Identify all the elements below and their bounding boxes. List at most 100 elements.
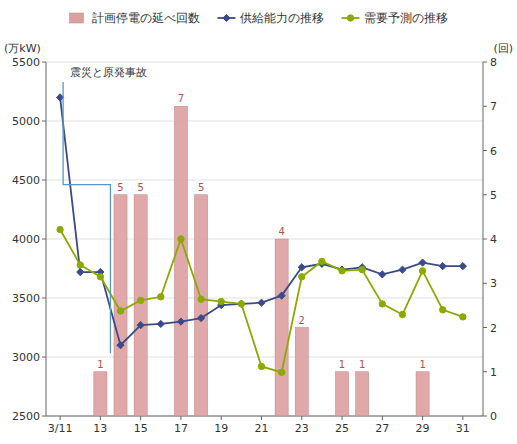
data-label: 2 <box>299 315 305 326</box>
x-tick-label: 31 <box>456 422 470 435</box>
y-tick <box>42 298 46 299</box>
marker <box>379 271 386 278</box>
data-label: 5 <box>198 182 204 193</box>
marker <box>137 297 143 303</box>
y2-tick-label: 5 <box>490 189 497 202</box>
y2-tick-label: 2 <box>490 322 497 335</box>
marker <box>359 266 365 272</box>
bar <box>315 416 328 417</box>
y2-tick-label: 1 <box>490 366 497 379</box>
marker <box>178 236 184 242</box>
marker <box>77 262 83 268</box>
bar <box>356 372 369 416</box>
x-tick <box>382 416 383 420</box>
legend-label: 供給能力の推移 <box>240 11 324 25</box>
marker <box>177 318 184 325</box>
marker <box>298 264 305 271</box>
marker <box>198 296 204 302</box>
annotation-text: 震災と原発事故 <box>70 66 147 79</box>
x-tick <box>140 416 141 420</box>
marker <box>278 292 285 299</box>
x-tick-label: 3/11 <box>48 422 73 435</box>
data-label: 1 <box>97 359 103 370</box>
x-tick-label: 25 <box>335 422 349 435</box>
legend-label: 需要予測の推移 <box>364 11 448 25</box>
marker <box>57 226 63 232</box>
line-series <box>57 226 466 375</box>
y2-tick-label: 3 <box>490 277 497 290</box>
bar <box>255 416 268 417</box>
bar <box>295 328 308 417</box>
grid-line <box>46 121 483 122</box>
grid-line <box>46 239 483 240</box>
marker <box>419 268 425 274</box>
grid-line <box>46 62 483 63</box>
legend-item: 計画停電の延べ回数 <box>70 11 200 25</box>
y2-tick <box>483 150 487 151</box>
y2-tick-label: 4 <box>490 233 497 246</box>
bar <box>215 416 228 417</box>
y-tick <box>42 239 46 240</box>
bar <box>154 416 167 417</box>
marker <box>399 311 405 317</box>
grid <box>46 62 483 416</box>
data-label: 1 <box>339 359 345 370</box>
y2-axis-label: (回) <box>493 42 513 55</box>
marker <box>460 314 466 320</box>
marker <box>117 308 123 314</box>
y-tick-label: 3500 <box>12 292 40 305</box>
marker <box>77 268 84 275</box>
marker <box>399 266 406 273</box>
y2-tick <box>483 194 487 195</box>
marker <box>238 300 245 307</box>
bar <box>335 372 348 416</box>
y-axis-label: (万kW) <box>4 42 41 55</box>
legend-marker <box>223 14 230 21</box>
x-tick <box>301 416 302 420</box>
marker <box>258 299 265 306</box>
marker <box>339 268 345 274</box>
x-tick-label: 23 <box>295 422 309 435</box>
axes: 3/11131517192123252729312500300035004000… <box>12 56 497 435</box>
annotation: 震災と原発事故 <box>63 66 147 353</box>
y-tick-label: 5000 <box>12 115 40 128</box>
line <box>60 97 463 345</box>
bar <box>396 416 409 417</box>
x-tick <box>180 416 181 420</box>
y-tick <box>42 357 46 358</box>
y2-tick <box>483 106 487 107</box>
marker <box>439 263 446 270</box>
x-tick-label: 15 <box>134 422 148 435</box>
x-tick-label: 27 <box>375 422 389 435</box>
annotation-bracket <box>63 82 110 353</box>
x-tick-label: 19 <box>214 422 228 435</box>
bar <box>134 195 147 416</box>
marker <box>258 363 264 369</box>
y-tick <box>42 180 46 181</box>
data-labels: 1557542111 <box>97 93 426 370</box>
legend-label: 計画停電の延べ回数 <box>92 11 200 25</box>
x-tick <box>221 416 222 420</box>
y-tick-label: 2500 <box>12 410 40 423</box>
bar <box>275 239 288 416</box>
y2-tick <box>483 416 487 417</box>
marker <box>319 258 325 264</box>
legend-item: 供給能力の推移 <box>218 11 324 25</box>
grid-line <box>46 298 483 299</box>
marker <box>157 320 164 327</box>
marker <box>338 266 345 273</box>
marker <box>97 274 103 280</box>
bar <box>376 416 389 417</box>
marker <box>379 301 385 307</box>
y2-tick <box>483 283 487 284</box>
y-tick <box>42 121 46 122</box>
marker <box>197 314 204 321</box>
data-label: 1 <box>359 359 365 370</box>
y2-tick-label: 0 <box>490 410 497 423</box>
x-tick <box>60 416 61 420</box>
legend-item: 需要予測の推移 <box>342 11 448 25</box>
data-label: 5 <box>137 182 143 193</box>
x-tick <box>462 416 463 420</box>
bar <box>416 372 429 416</box>
legend-marker <box>347 15 353 21</box>
